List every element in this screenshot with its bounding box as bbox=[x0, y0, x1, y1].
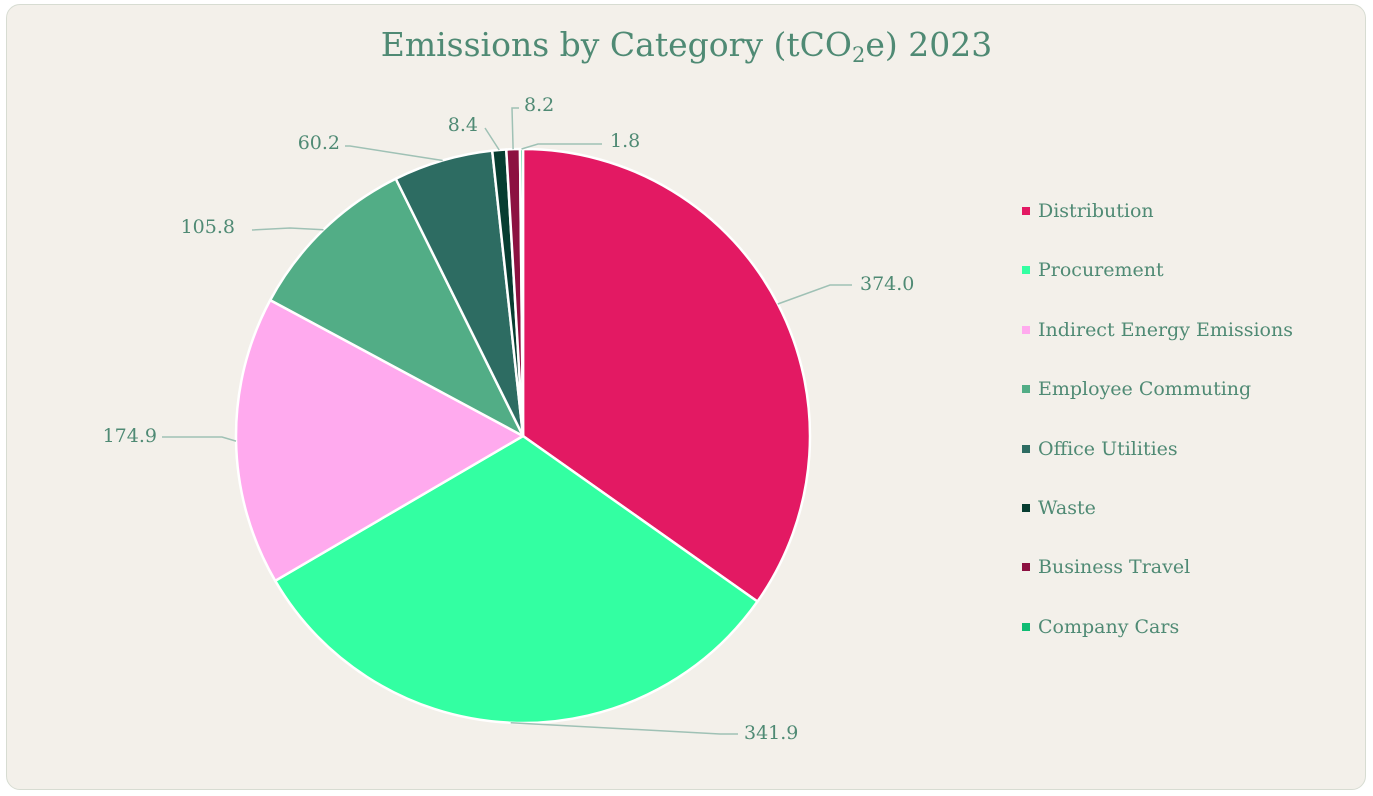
legend-swatch-distribution bbox=[1022, 207, 1030, 215]
data-label-waste: 8.4 bbox=[448, 114, 478, 136]
leader-line-distribution bbox=[777, 284, 852, 305]
legend: Distribution Procurement Indirect Energy E… bbox=[1022, 196, 1293, 671]
chart-title: Emissions by Category (tCO2e) 2023 bbox=[0, 22, 1373, 68]
data-labels: 374.0 341.9 174.9 105.8 60.2 8.4 8.2 1.8 bbox=[103, 94, 915, 744]
data-label-employee-commuting: 105.8 bbox=[181, 216, 235, 238]
data-label-company-cars: 1.8 bbox=[610, 130, 640, 152]
legend-label-procurement: Procurement bbox=[1038, 259, 1164, 282]
legend-label-distribution: Distribution bbox=[1038, 200, 1154, 222]
legend-label-waste: Waste bbox=[1038, 496, 1096, 519]
legend-label-employee-commuting: Employee Commuting bbox=[1038, 378, 1252, 401]
leader-lines bbox=[162, 107, 852, 735]
data-label-office-utilities: 60.2 bbox=[298, 132, 340, 154]
legend-swatch-procurement bbox=[1022, 266, 1030, 275]
leader-line-employee-commuting bbox=[251, 227, 324, 231]
chart-title-subscript: 2 bbox=[851, 43, 866, 67]
legend-label-indirect-energy-emissions: Indirect Energy Emissions bbox=[1038, 318, 1293, 341]
legend-item-waste: Waste bbox=[1022, 493, 1293, 523]
legend-swatch-business-travel bbox=[1022, 563, 1030, 572]
legend-label-company-cars: Company Cars bbox=[1038, 615, 1180, 638]
legend-label-office-utilities: Office Utilities bbox=[1038, 437, 1178, 460]
leader-line-waste bbox=[484, 127, 500, 151]
legend-item-business-travel: Business Travel bbox=[1022, 552, 1293, 582]
data-label-procurement: 341.9 bbox=[744, 722, 798, 744]
legend-item-indirect-energy-emissions: Indirect Energy Emissions bbox=[1022, 315, 1293, 345]
legend-swatch-office-utilities bbox=[1022, 444, 1030, 453]
legend-swatch-indirect-energy-emissions bbox=[1022, 325, 1030, 334]
legend-swatch-company-cars bbox=[1022, 622, 1030, 631]
leader-line-procurement bbox=[510, 721, 738, 735]
pie-slice-employee-commuting bbox=[268, 177, 525, 438]
data-label-distribution: 374.0 bbox=[860, 273, 914, 295]
leader-line-company-cars bbox=[521, 143, 602, 150]
pie-slice-indirect-energy-emissions bbox=[234, 298, 525, 583]
pie-slice-procurement bbox=[273, 434, 759, 725]
legend-swatch-waste bbox=[1022, 503, 1030, 512]
chart-title-main: Emissions by Category (tCO bbox=[380, 25, 852, 64]
legend-item-company-cars: Company Cars bbox=[1022, 612, 1293, 642]
pie-slice-distribution bbox=[521, 147, 812, 603]
legend-swatch-employee-commuting bbox=[1022, 385, 1030, 394]
legend-item-distribution: Distribution bbox=[1022, 196, 1293, 226]
leader-line-indirect-energy-emissions bbox=[162, 436, 237, 442]
data-label-indirect-energy-emissions: 174.9 bbox=[103, 425, 157, 447]
legend-item-procurement: Procurement bbox=[1022, 255, 1293, 285]
pie-slices bbox=[234, 147, 812, 725]
leader-line-business-travel bbox=[511, 107, 519, 150]
legend-item-employee-commuting: Employee Commuting bbox=[1022, 374, 1293, 404]
chart-title-suffix: e) 2023 bbox=[865, 25, 993, 64]
legend-item-office-utilities: Office Utilities bbox=[1022, 434, 1293, 464]
legend-label-business-travel: Business Travel bbox=[1038, 556, 1191, 579]
data-label-business-travel: 8.2 bbox=[524, 94, 554, 116]
leader-line-office-utilities bbox=[345, 145, 443, 162]
